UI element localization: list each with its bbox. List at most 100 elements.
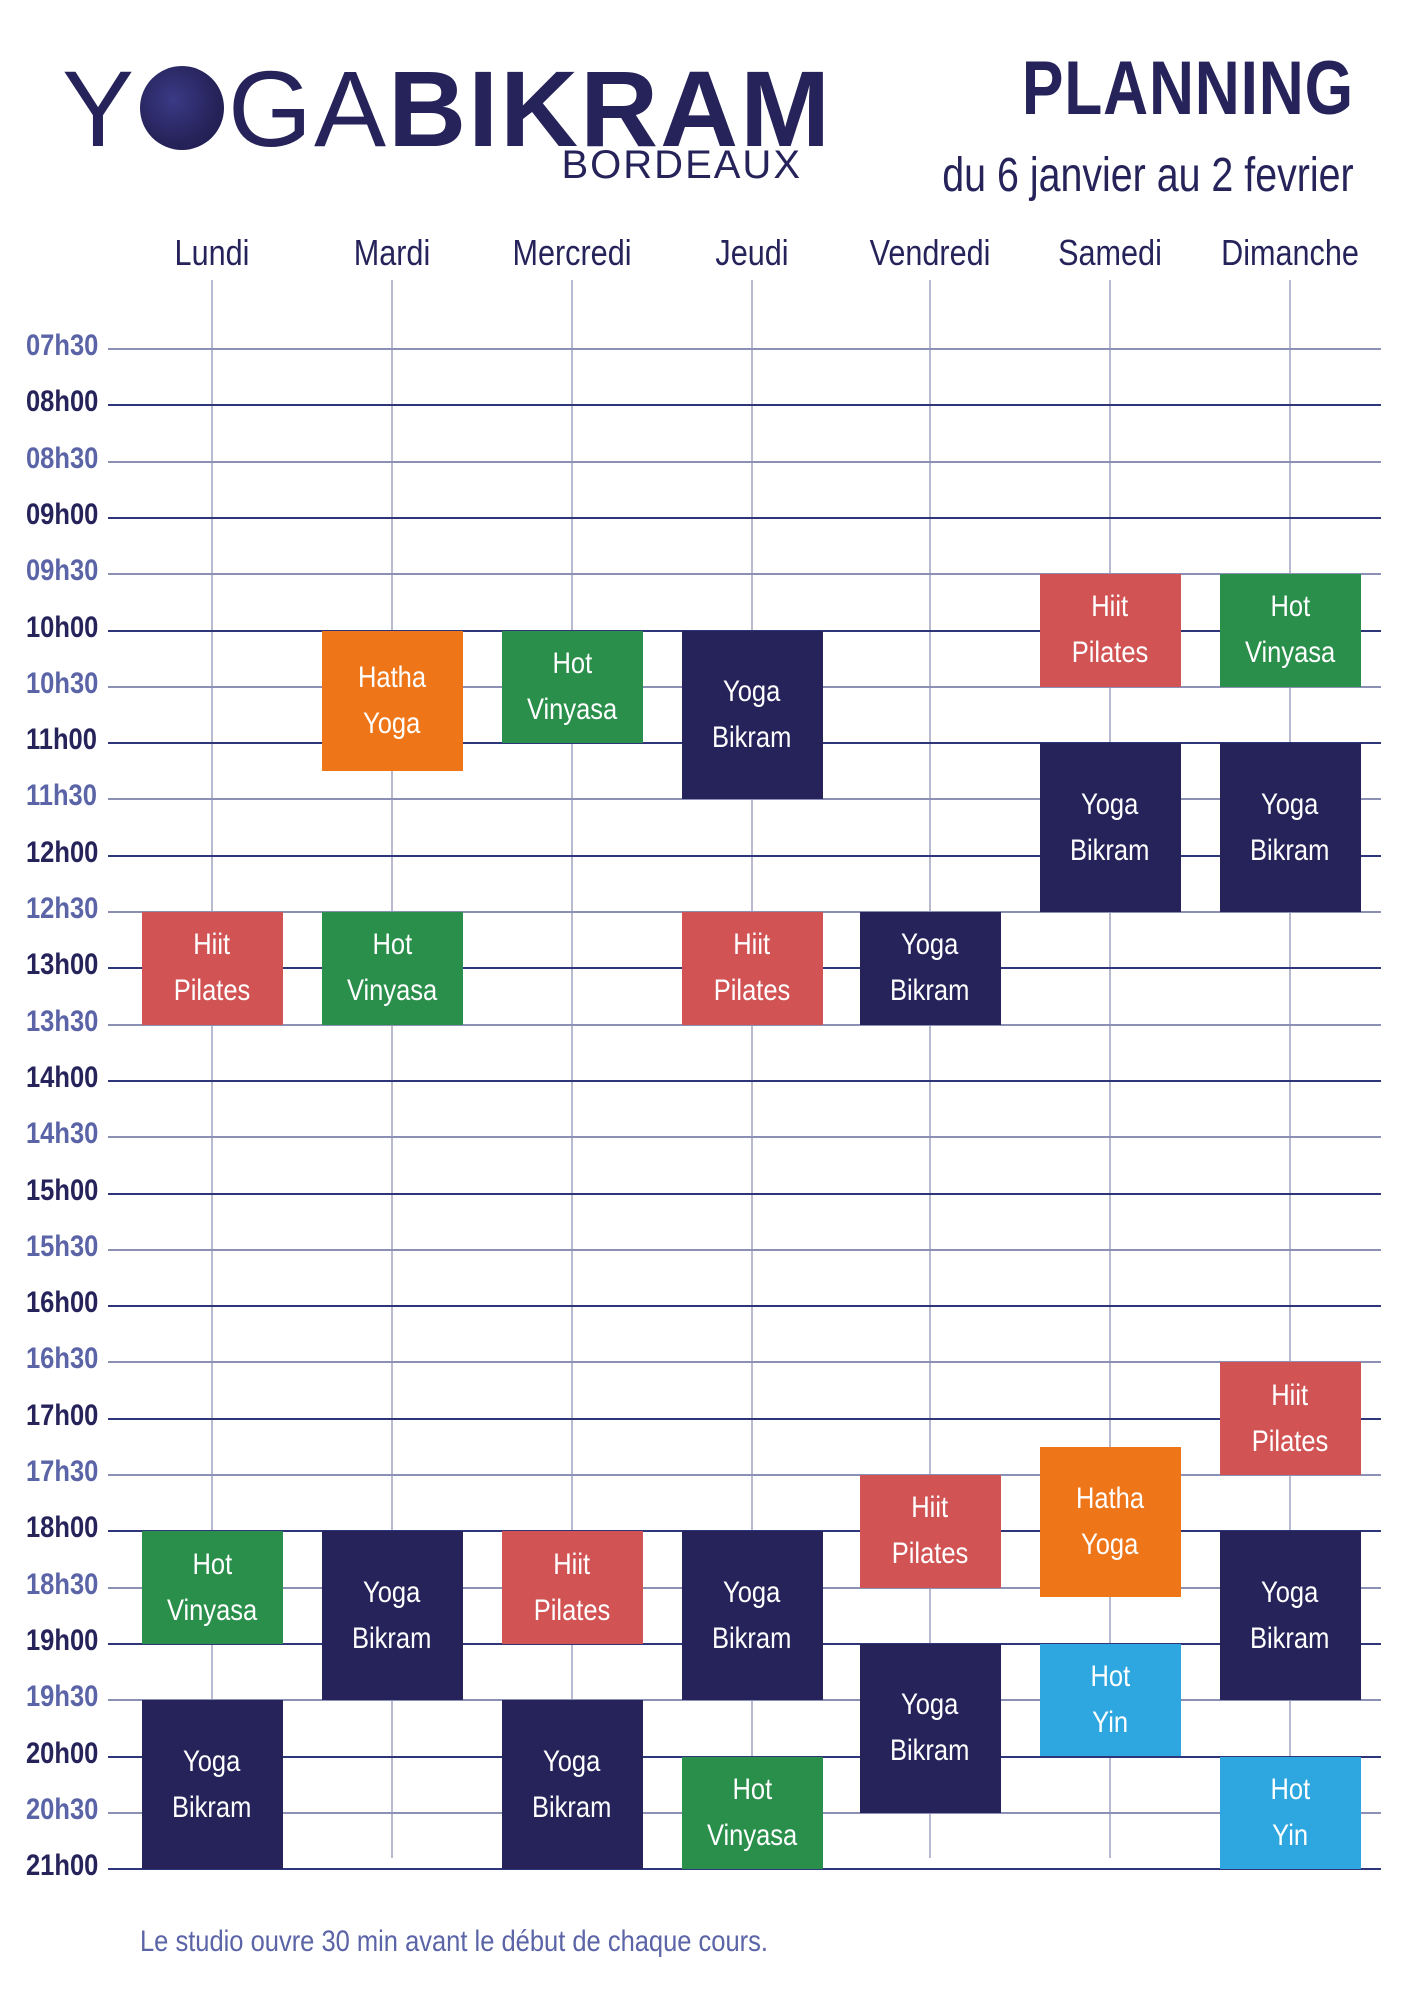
class-block-yin[interactable]: Hot Yin [1219,1756,1361,1870]
class-block-pilates[interactable]: Hiit Pilates [501,1531,643,1644]
class-block-hatha[interactable]: Hatha Yoga [321,630,463,772]
time-gridline [108,1248,1381,1251]
day-header-mardi: Mardi [353,232,431,273]
class-name-line2: Bikram [532,1790,612,1824]
class-name-line1: Hatha [357,660,427,694]
class-name-line2: Pilates [1251,1424,1329,1458]
time-label: 08h00 [26,385,99,419]
time-gridline [108,348,1381,350]
class-block-bikram[interactable]: Yoga Bikram [681,630,823,800]
class-block-hatha[interactable]: Hatha Yoga [1039,1446,1181,1597]
time-gridline [108,1305,1381,1308]
class-name-line1: Yoga [543,1744,601,1778]
class-block-bikram[interactable]: Yoga Bikram [859,912,1001,1025]
day-header-mercredi: Mercredi [512,232,632,273]
class-name-line1: Hiit [193,928,231,962]
time-gridline [108,1136,1381,1139]
logo-wordmark: Y GABIKRAM [62,48,833,169]
class-name-line1: Yoga [1081,787,1139,821]
time-label: 12h30 [26,892,99,925]
class-block-yin[interactable]: Hot Yin [1039,1643,1181,1757]
time-label: 10h30 [26,666,99,700]
class-name-line1: Hot [372,928,412,962]
class-name-line2: Yin [1272,1818,1308,1852]
class-name-line2: Yoga [363,706,421,740]
class-block-pilates[interactable]: Hiit Pilates [141,912,283,1025]
footer-note: Le studio ouvre 30 min avant le début de… [140,1925,769,1958]
time-label: 16h30 [26,1342,99,1376]
time-label: 14h00 [26,1060,99,1094]
time-gridline [108,1699,1381,1702]
day-header-samedi: Samedi [1058,232,1162,273]
class-block-pilates[interactable]: Hiit Pilates [1039,574,1181,687]
class-block-bikram[interactable]: Yoga Bikram [1219,1531,1361,1701]
class-block-bikram[interactable]: Yoga Bikram [141,1700,283,1870]
time-gridline [108,404,1381,407]
class-block-bikram[interactable]: Yoga Bikram [1039,743,1181,912]
class-name-line2: Bikram [890,974,970,1008]
time-label: 13h30 [26,1004,99,1038]
class-name-line2: Bikram [712,1621,792,1655]
class-name-line1: Yoga [183,1744,241,1778]
class-name-line1: Hiit [1271,1378,1309,1412]
time-label: 11h00 [26,723,97,757]
class-block-bikram[interactable]: Yoga Bikram [1219,743,1361,912]
class-name-line1: Hatha [1075,1481,1145,1515]
class-name-line1: Hiit [553,1547,591,1581]
class-block-bikram[interactable]: Yoga Bikram [681,1531,823,1701]
time-label: 11h30 [26,779,97,813]
time-label: 07h30 [26,329,99,362]
class-block-bikram[interactable]: Yoga Bikram [501,1700,643,1870]
time-gridline [108,460,1381,463]
class-name-line1: Yoga [723,1575,781,1609]
class-block-bikram[interactable]: Yoga Bikram [859,1643,1001,1813]
day-column-line [1109,280,1111,1858]
class-name-line2: Bikram [1250,833,1330,867]
class-name-line2: Bikram [1250,1621,1330,1655]
time-label: 17h30 [26,1455,99,1488]
class-name-line2: Bikram [712,720,792,754]
day-column-line [929,280,931,1858]
class-name-line1: Hot [1270,590,1310,624]
class-name-line2: Bikram [1070,833,1150,867]
class-name-line2: Vinyasa [1244,636,1336,670]
class-name-line1: Yoga [901,928,959,962]
day-column-line [211,280,213,1858]
time-label: 19h00 [26,1623,99,1657]
class-name-line1: Hiit [911,1491,949,1525]
time-gridline [108,1474,1381,1476]
class-name-line1: Hiit [733,928,771,962]
class-block-vinyasa[interactable]: Hot Vinyasa [1219,574,1361,687]
class-name-line2: Bikram [890,1734,970,1768]
time-label: 18h30 [26,1567,99,1601]
logo-o-circle-icon [140,66,225,150]
time-label: 20h30 [26,1792,99,1826]
class-block-vinyasa[interactable]: Hot Vinyasa [501,630,643,744]
class-name-line2: Pilates [713,974,791,1008]
time-label: 14h30 [26,1117,99,1151]
class-block-bikram[interactable]: Yoga Bikram [321,1531,463,1701]
class-block-vinyasa[interactable]: Hot Vinyasa [681,1756,823,1870]
class-name-line1: Yoga [1261,787,1319,821]
class-block-vinyasa[interactable]: Hot Vinyasa [321,912,463,1025]
day-column-line [751,280,753,1858]
time-label: 16h00 [26,1286,99,1320]
time-label: 20h00 [26,1736,99,1770]
class-name-line1: Hot [552,646,592,680]
day-column-line [1289,280,1291,1858]
class-name-line1: Yoga [723,674,781,708]
class-name-line1: Hot [1090,1660,1130,1694]
class-name-line2: Vinyasa [526,692,618,726]
time-label: 19h30 [26,1680,99,1714]
day-header-jeudi: Jeudi [715,232,789,273]
class-block-vinyasa[interactable]: Hot Vinyasa [141,1531,283,1644]
class-block-pilates[interactable]: Hiit Pilates [859,1475,1001,1588]
page-title: PLANNING [1021,46,1354,131]
class-block-pilates[interactable]: Hiit Pilates [681,912,823,1025]
class-name-line2: Bikram [172,1790,252,1824]
class-name-line2: Yin [1092,1706,1128,1740]
class-name-line2: Pilates [1071,636,1149,670]
class-name-line1: Yoga [901,1688,959,1722]
class-block-pilates[interactable]: Hiit Pilates [1219,1362,1361,1475]
class-name-line2: Pilates [533,1593,611,1627]
